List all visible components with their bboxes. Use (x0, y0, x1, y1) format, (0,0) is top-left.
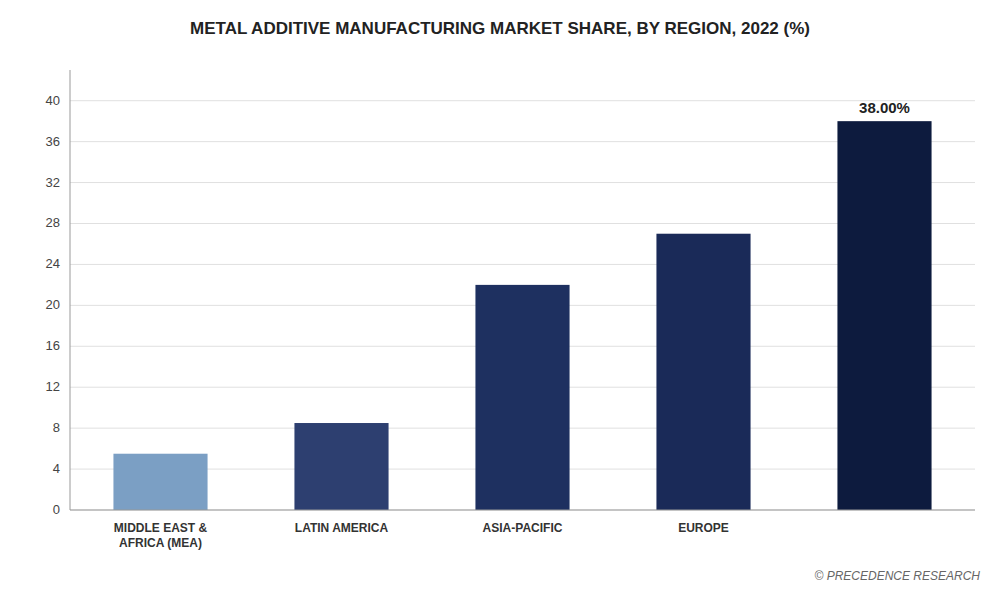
y-axis-line (70, 70, 71, 510)
bar (475, 285, 569, 510)
annotation: © PRECEDENCE RESEARCH (814, 569, 980, 583)
bar (656, 234, 750, 510)
y-tick-label: 16 (46, 338, 60, 353)
grid (70, 101, 975, 510)
x-tick-label: EUROPE (678, 521, 729, 535)
x-tick-label: MIDDLE EAST &AFRICA (MEA) (114, 521, 208, 550)
title: METAL ADDITIVE MANUFACTURING MARKET SHAR… (190, 19, 810, 38)
bar (294, 423, 388, 510)
bar (113, 454, 207, 510)
y-tick-label: 12 (46, 379, 60, 394)
x-axis-line (70, 510, 975, 511)
y-tick-label: 36 (46, 134, 60, 149)
data-label: 38.00% (859, 99, 910, 116)
y-tick-label: 20 (46, 297, 60, 312)
bars (113, 121, 931, 510)
grid-line (70, 510, 975, 511)
chart: METAL ADDITIVE MANUFACTURING MARKET SHAR… (0, 0, 1000, 594)
y-tick-label: 0 (53, 502, 60, 517)
y-tick-label: 8 (53, 420, 60, 435)
x-tick-label: ASIA-PACIFIC (483, 521, 563, 535)
y-tick-label: 24 (46, 256, 60, 271)
y-tick-label: 32 (46, 175, 60, 190)
background (0, 0, 1000, 594)
bar (837, 121, 931, 510)
y-tick-label: 4 (53, 461, 60, 476)
y-tick-label: 40 (46, 93, 60, 108)
y-tick-label: 28 (46, 215, 60, 230)
x-tick-label: LATIN AMERICA (295, 521, 389, 535)
grid-line (70, 100, 975, 101)
